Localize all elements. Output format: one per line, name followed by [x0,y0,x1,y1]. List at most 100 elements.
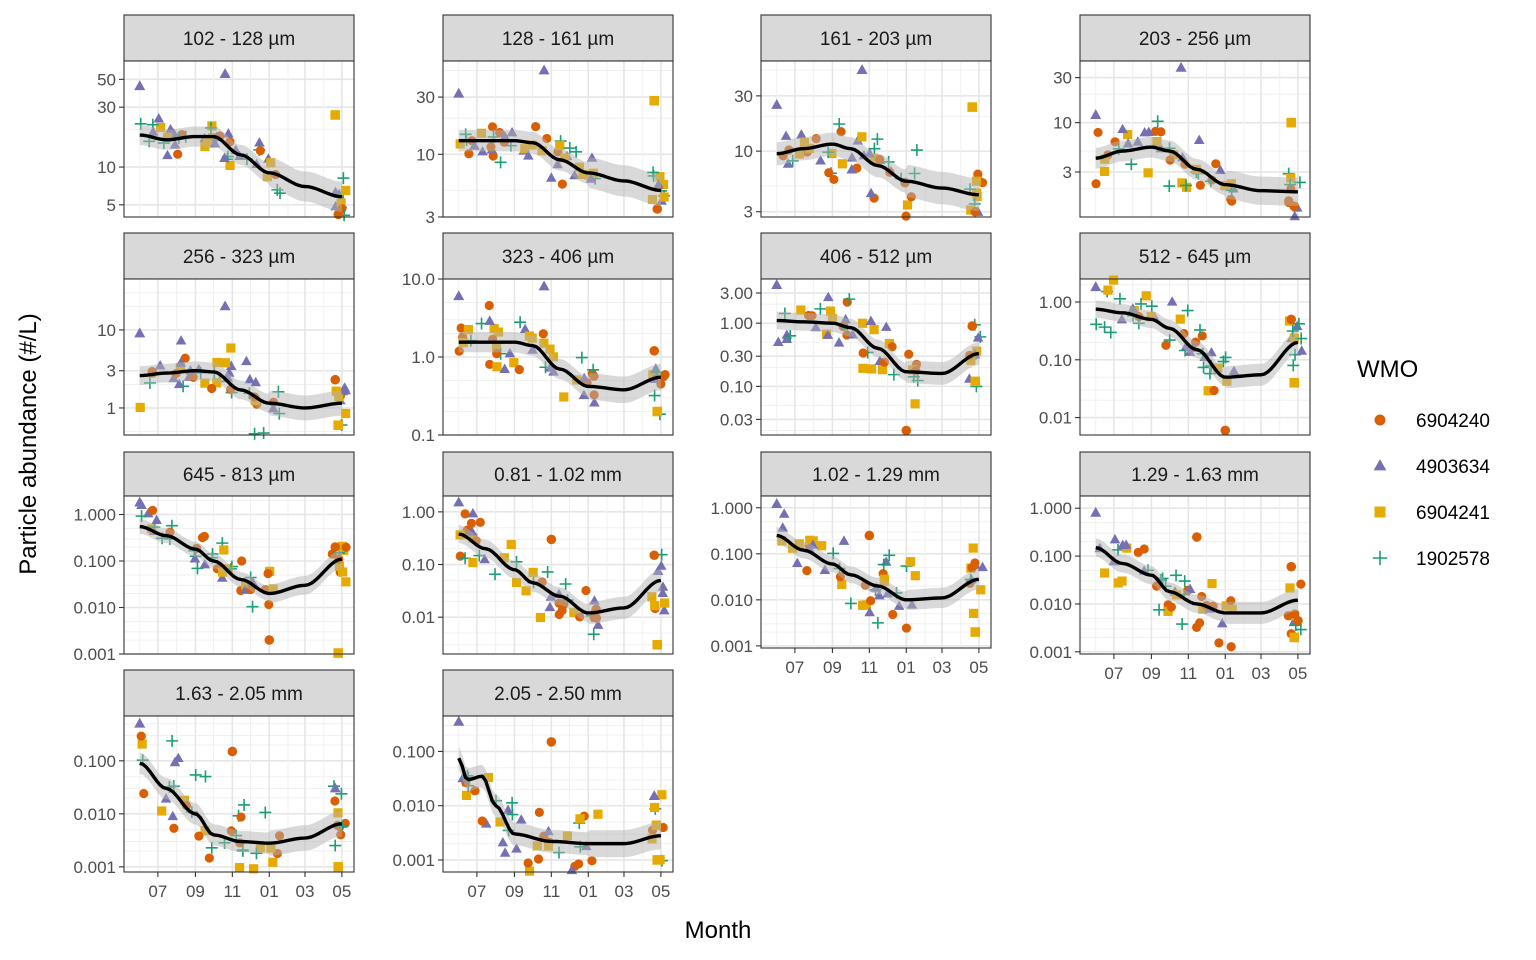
data-point [169,756,181,767]
facet-strip [760,451,992,497]
data-point [901,211,911,221]
data-point [189,553,201,563]
data-point [1294,623,1307,636]
confidence-band [776,527,979,610]
y-tick-label: 1.0 [411,348,435,367]
data-point [544,601,556,612]
data-point [1104,326,1117,339]
data-point [1287,359,1300,372]
data-point [329,839,342,852]
y-tick-label: 0.010 [710,591,753,610]
data-point [246,600,259,613]
data-point [829,174,839,185]
y-tick-label: 5 [107,196,116,215]
x-tick-label: 05 [651,882,670,901]
data-point [796,305,806,315]
data-point [488,151,498,161]
data-point [822,291,834,302]
data-point [268,857,278,867]
data-point [865,187,877,198]
data-point [199,558,211,569]
data-point [587,856,597,866]
data-point [873,589,885,600]
data-point [864,530,875,541]
facet-strip [123,14,355,62]
x-tick-label: 01 [897,658,916,677]
data-point [340,384,351,395]
legend-label: 4903634 [1416,457,1490,478]
confidence-band [1095,538,1298,624]
data-point [833,118,846,130]
data-point [1216,617,1228,628]
smooth-trend-line [776,318,980,376]
data-point [489,324,499,334]
facet-strip-label: 203 - 256 µm [1139,29,1251,50]
data-point [1098,321,1111,334]
data-point [658,179,669,190]
panel-border [123,715,355,873]
smooth-trend-line [139,133,343,199]
data-point [475,317,488,330]
confidence-band [1095,300,1298,389]
data-point [337,172,350,185]
y-tick-label: 0.010 [73,599,116,618]
data-point [216,572,228,582]
data-point [1143,168,1153,178]
data-point [652,855,663,865]
data-point [771,99,783,109]
y-tick-label: 1.000 [710,499,753,518]
data-point [514,316,527,329]
y-tick-label: 10 [416,145,435,164]
data-point [191,562,204,575]
data-point [825,306,836,316]
data-point [581,585,591,596]
data-point [219,300,231,311]
data-point [781,333,793,343]
facet-strip-label: 1.63 - 2.05 mm [175,684,303,705]
data-point [219,152,230,162]
data-point [857,132,867,142]
data-point [333,862,344,872]
panel-border [123,495,355,655]
x-tick-label: 11 [1180,664,1198,683]
data-point [1184,583,1196,593]
y-tick-label: 1.00 [402,503,435,522]
data-point [485,359,495,369]
data-point [545,344,555,354]
legend-key-marker [1372,550,1388,566]
data-point [1195,618,1205,628]
data-point [888,609,898,620]
x-tick-label: 03 [615,882,634,901]
y-tick-label: 1.000 [1029,499,1072,518]
panel-border [760,278,992,436]
y-tick-label: 3 [426,208,435,227]
data-point [541,565,554,578]
data-point [973,169,983,179]
data-point [817,541,827,551]
data-point [780,130,792,140]
data-point [497,836,509,847]
data-point [199,531,209,541]
data-point [475,517,485,527]
x-tick-label: 07 [148,882,167,901]
y-tick-label: 0.001 [73,645,116,664]
facet-panel: 512 - 645 µm 0.01 0.10 1.00 [1039,232,1311,436]
data-point [225,360,237,370]
data-point [575,351,588,364]
smooth-trend-line [1095,307,1299,379]
data-point [1192,532,1202,542]
data-point [264,635,275,645]
data-point [157,806,167,816]
data-point [492,362,502,372]
data-point [866,364,877,374]
data-point [877,558,890,571]
data-point [523,858,533,868]
data-point [866,596,876,606]
data-point [871,616,884,629]
data-point [522,150,534,160]
data-point [468,558,478,568]
data-point [655,560,667,570]
data-point [139,788,149,799]
legend-key-plus-icon [1372,550,1388,566]
data-point [563,142,576,155]
